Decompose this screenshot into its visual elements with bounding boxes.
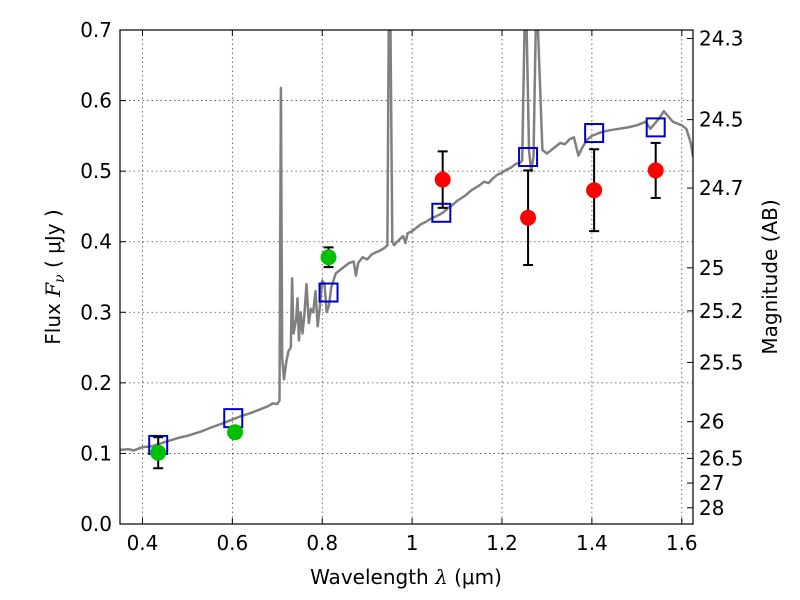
y2-tick-label: 26.5 xyxy=(699,446,744,470)
y-tick-label: 0.0 xyxy=(80,512,112,536)
y-tick-label: 0.1 xyxy=(80,441,112,465)
spectrum-line xyxy=(120,30,693,452)
y-tick-label: 0.6 xyxy=(80,89,112,113)
y2-axis-title: Magnitude (AB) xyxy=(758,199,782,354)
y-axis-title: Flux Fν ( μJy ) xyxy=(41,209,68,344)
y2-tick-label: 24.5 xyxy=(699,108,744,132)
model-photometry-square xyxy=(318,282,339,303)
x-tick-label: 1.4 xyxy=(576,531,608,555)
observed-flux-point xyxy=(150,444,167,461)
x-tick-label: 0.4 xyxy=(127,531,159,555)
plot-data xyxy=(120,30,693,470)
y2-tick-label: 25.2 xyxy=(699,299,744,323)
axis-ticks: 0.4 0.6 0.8 1 1.2 1.4 1.6 0.0 0.1 0.2 0.3 0.4 0.5 0.6… xyxy=(80,18,743,555)
y2-tick-label: 25 xyxy=(699,256,724,280)
observed-flux-point xyxy=(434,171,451,188)
x-tick-label: 1.6 xyxy=(666,531,698,555)
model-photometry-square xyxy=(431,202,452,223)
x-tick-label: 0.6 xyxy=(216,531,248,555)
observed-flux-point xyxy=(227,424,244,441)
observed-flux-point xyxy=(586,182,603,199)
y2-tick-label: 24.7 xyxy=(699,176,744,200)
y2-tick-label: 25.5 xyxy=(699,350,744,374)
observed-flux-point xyxy=(320,249,337,266)
model-photometry-square xyxy=(645,117,666,138)
x-axis-title: Wavelength λ (μm) xyxy=(310,565,502,589)
observed-flux-point xyxy=(520,209,537,226)
y-tick-label: 0.3 xyxy=(80,300,112,324)
y2-tick-label: 28 xyxy=(699,496,724,520)
observed-flux-point xyxy=(647,162,664,179)
plot-frame xyxy=(119,29,694,525)
y-tick-label: 0.2 xyxy=(80,371,112,395)
x-tick-label: 1 xyxy=(406,531,419,555)
x-tick-label: 0.8 xyxy=(306,531,338,555)
y-tick-label: 0.4 xyxy=(80,230,112,254)
y2-tick-label: 24.3 xyxy=(699,26,744,50)
x-tick-label: 1.2 xyxy=(486,531,518,555)
model-photometry-square xyxy=(518,147,539,168)
y2-tick-label: 26 xyxy=(699,410,724,434)
model-photometry-square xyxy=(584,123,605,144)
y2-tick-label: 27 xyxy=(699,471,724,495)
y-tick-label: 0.7 xyxy=(80,18,112,42)
y-tick-label: 0.5 xyxy=(80,159,112,183)
